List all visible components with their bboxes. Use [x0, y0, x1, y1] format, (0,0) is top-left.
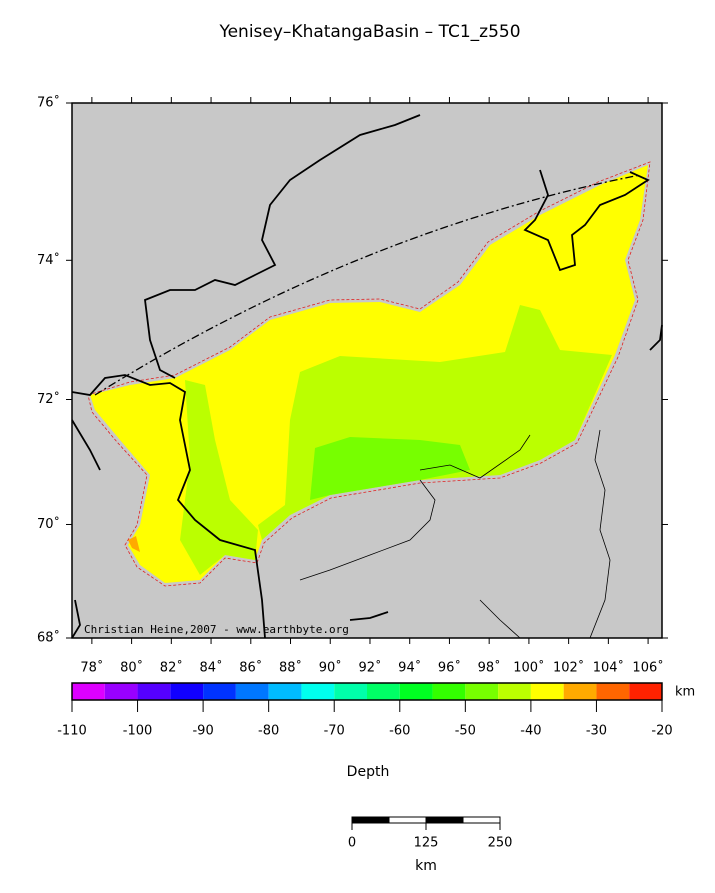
scalebar-tick-label: 0 — [348, 836, 356, 851]
lon-tick-label: 100˚ — [513, 660, 544, 676]
colorbar-swatch — [334, 683, 367, 700]
colorbar-swatch — [432, 683, 466, 700]
scalebar-segment — [351, 816, 390, 824]
basin-deep — [310, 437, 470, 500]
colorbar-swatch — [170, 683, 204, 700]
scalebar: 0 125 250 — [348, 816, 513, 851]
colorbar-swatch — [530, 683, 564, 700]
lat-tick-label: 76˚ — [37, 95, 60, 111]
colorbar-swatch — [563, 683, 597, 700]
colorbar-swatch — [104, 683, 138, 700]
colorbar-swatch — [498, 683, 531, 700]
colorbar-swatch — [235, 683, 269, 700]
lon-tick-label: 94˚ — [398, 660, 421, 676]
scalebar-segment — [462, 816, 501, 824]
rivers — [299, 429, 611, 639]
colorbar-swatch — [137, 683, 171, 700]
lat-tick-label: 68˚ — [37, 630, 60, 646]
coastline — [71, 114, 663, 639]
lon-tick-label: 78˚ — [80, 660, 103, 676]
scalebar-tick-label: 250 — [488, 836, 513, 851]
lon-tick-label: 86˚ — [239, 660, 262, 676]
map-axes: 76˚ 74˚ 72˚ 70˚ 68˚ 78˚ 80˚ 82˚ 84˚ 86˚ 88˚ 90˚ 92˚ 9… — [37, 95, 668, 676]
basin-mid — [180, 380, 258, 575]
map-frame — [71, 102, 663, 639]
title: Yenisey–KhatangaBasin – TC1_z550 — [218, 22, 520, 42]
lon-tick-label: 102˚ — [553, 660, 584, 676]
lon-tick-label: 90˚ — [319, 660, 342, 676]
map: Christian Heine,2007 - www.earthbyte.org — [71, 102, 663, 639]
scalebar-tick-label: 125 — [414, 836, 439, 851]
profile-line — [94, 174, 641, 396]
colorbar-tick-label: -80 — [258, 724, 279, 739]
colorbar-tick-label: -90 — [192, 724, 213, 739]
colorbar-swatch — [596, 683, 630, 700]
lon-tick-label: 92˚ — [358, 660, 381, 676]
lon-tick-label: 84˚ — [200, 660, 223, 676]
lon-tick-label: 82˚ — [160, 660, 183, 676]
lon-tick-label: 104˚ — [593, 660, 624, 676]
colorbar-tick-label: -70 — [324, 724, 345, 739]
colorbar-tick-label: -20 — [651, 724, 672, 739]
lat-tick-label: 70˚ — [37, 516, 60, 532]
colorbar-swatch — [72, 683, 105, 700]
colorbar-swatch — [367, 683, 400, 700]
colorbar-swatch — [301, 683, 335, 700]
scalebar-segment — [388, 816, 427, 824]
basin-patch — [128, 536, 140, 552]
colorbar-swatch — [203, 683, 236, 700]
colorbar: -110 -100 -90 -80 -70 -60 -50 -40 -30 -20 — [57, 682, 673, 739]
lon-tick-label: 88˚ — [279, 660, 302, 676]
colorbar-tick-label: -110 — [57, 724, 87, 739]
colorbar-swatch — [465, 683, 499, 700]
scalebar-segment — [425, 816, 464, 824]
lon-tick-label: 96˚ — [438, 660, 461, 676]
lat-tick-label: 72˚ — [37, 391, 60, 407]
basin-outline — [87, 161, 651, 587]
colorbar-swatch — [268, 683, 302, 700]
colorbar-swatch — [629, 683, 662, 700]
colorbar-tick-label: -50 — [455, 724, 476, 739]
colorbar-label: Depth — [347, 764, 390, 780]
colorbar-unit: km — [675, 685, 695, 700]
colorbar-frame — [71, 682, 663, 701]
colorbar-swatch — [399, 683, 433, 700]
colorbar-tick-label: -60 — [389, 724, 410, 739]
scalebar-unit: km — [415, 858, 437, 874]
lon-tick-label: 98˚ — [478, 660, 501, 676]
lon-tick-label: 80˚ — [120, 660, 143, 676]
lon-tick-label: 106˚ — [632, 660, 663, 676]
colorbar-tick-label: -100 — [123, 724, 153, 739]
colorbar-tick-label: -40 — [520, 724, 541, 739]
colorbar-tick-label: -30 — [586, 724, 607, 739]
lat-tick-label: 74˚ — [37, 252, 60, 268]
credit: Christian Heine,2007 - www.earthbyte.org — [84, 623, 349, 636]
